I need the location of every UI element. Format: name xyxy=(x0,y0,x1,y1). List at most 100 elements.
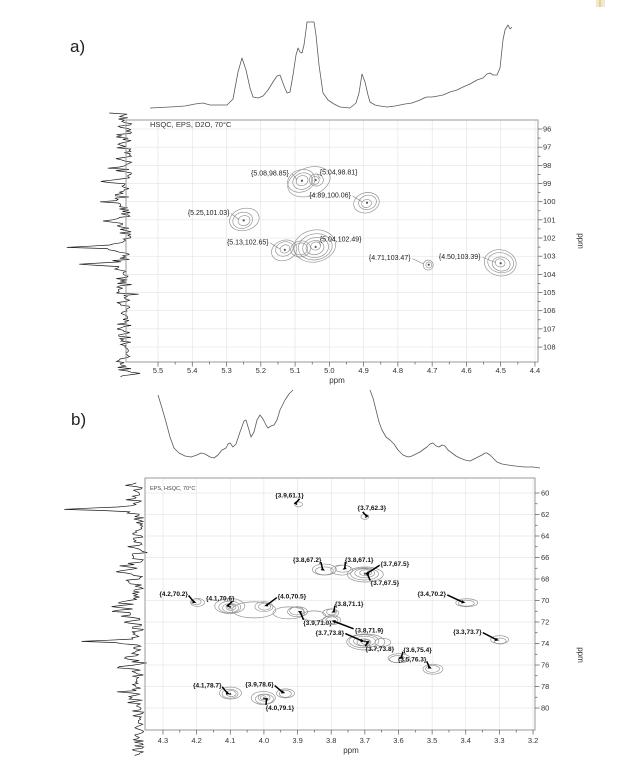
y-tick-label: 70 xyxy=(541,596,549,605)
peak-pointer xyxy=(187,594,195,603)
peak-contour xyxy=(218,600,242,614)
peak-contour xyxy=(287,166,331,198)
peak-pointer xyxy=(318,240,321,246)
peak-contour xyxy=(279,244,291,254)
peak-center-dot xyxy=(229,692,232,696)
panel-a-projection-traces xyxy=(66,21,513,378)
y-tick-label: 78 xyxy=(541,682,549,691)
panel-a-title: HSQC, EPS, D2O, 70°C xyxy=(150,120,232,129)
peak-contour xyxy=(290,240,311,258)
x-tick-label: 3.9 xyxy=(292,736,302,745)
x-tick-label: 4.3 xyxy=(158,736,168,745)
y-tick-label: 101 xyxy=(543,215,556,224)
panel-a-y-axis-unit: ppm xyxy=(576,233,585,249)
peak-contour xyxy=(310,241,322,251)
plot-border xyxy=(125,119,539,363)
peak: {3.8,71.9} xyxy=(322,615,384,634)
x-tick-label: 5.5 xyxy=(153,366,163,375)
peak: {4.89,100.06} xyxy=(309,192,380,214)
x-tick-label: 5.0 xyxy=(324,366,334,375)
peak-pointer xyxy=(345,632,363,642)
x-tick-label: 3.3 xyxy=(494,736,504,745)
peak-pointer-arrowhead xyxy=(461,600,466,604)
peak-pointer-arrowhead xyxy=(427,665,432,669)
peak-contour xyxy=(279,689,292,698)
peak-contour xyxy=(353,192,380,214)
peak: {3.5,76.3} xyxy=(398,657,444,675)
peak-contour xyxy=(346,566,384,583)
peak: {3.7,67.5} xyxy=(346,561,410,583)
peak-contour xyxy=(305,240,325,256)
peak-contour xyxy=(425,261,433,269)
x-tick-label: 3.6 xyxy=(393,736,403,745)
peak-contour xyxy=(275,241,294,257)
peak-label: {3.8,67.1} xyxy=(345,557,374,564)
peak-contour xyxy=(374,638,392,647)
y-tick-label: 100 xyxy=(543,197,556,206)
peak-contour xyxy=(491,256,511,272)
peak-contour xyxy=(259,695,267,700)
peak-contour xyxy=(293,229,336,263)
peak-pointer-arrowhead xyxy=(360,638,365,643)
x-tick-label: 4.2 xyxy=(191,736,201,745)
peak-pointer-arrowhead xyxy=(365,514,369,519)
panel-b-title: EPS, HSQC, 70°C xyxy=(150,486,195,492)
y-tick-label: 102 xyxy=(543,234,556,243)
peak: {3.8,67.1} xyxy=(330,557,374,576)
peak-pointer-arrowhead xyxy=(264,603,269,607)
peak-contour xyxy=(232,211,253,229)
peak: {4.2,70.2} xyxy=(159,591,205,607)
peak-center-dot xyxy=(365,201,369,204)
peak-label: {5.04,102.49} xyxy=(320,236,362,243)
peak-center-dot xyxy=(300,179,304,182)
peak-contour xyxy=(298,233,333,261)
peak-center-dot xyxy=(229,605,232,609)
peak-contour xyxy=(322,615,342,625)
peak: {3.6,75.4} xyxy=(387,647,432,664)
x-tick-label: 5.2 xyxy=(256,366,266,375)
peak-contour xyxy=(490,635,509,644)
x-tick-label: 4.8 xyxy=(393,366,403,375)
peak-label: {4.0,70.5} xyxy=(278,593,307,600)
y-tick-label: 99 xyxy=(543,179,551,188)
x-tick-label: 4.4 xyxy=(530,366,540,375)
peak: {4.0,79.1} xyxy=(250,691,295,712)
peak-contour xyxy=(425,665,440,673)
peak-label: {4.89,100.06} xyxy=(309,192,351,199)
peak-pointer-arrowhead xyxy=(281,690,286,694)
peak-pointer xyxy=(292,173,298,181)
y-tick-label: 98 xyxy=(543,161,551,170)
y-tick-label: 60 xyxy=(541,489,549,498)
x-tick-label: 3.4 xyxy=(461,736,471,745)
y-tick-label: 108 xyxy=(543,343,556,352)
peak-pointer-arrowhead xyxy=(365,641,370,645)
peak-label: {5.13,102.65} xyxy=(227,239,269,246)
peak-contour xyxy=(361,199,372,208)
peak-center-dot xyxy=(499,262,502,265)
panel-a: a) 5.5 5.4 5.3 5.2 5.1 5.0 4.9 4.8 4.7 4.6 4.5 4.4 9… xyxy=(66,21,585,385)
peak-label: {3.8,71.9} xyxy=(355,627,384,634)
peak-pointer-arrowhead xyxy=(342,566,347,570)
peak-contour xyxy=(276,688,295,699)
panel-b-x-axis-unit: ppm xyxy=(343,746,359,755)
peak-pointer-arrowhead xyxy=(331,620,336,624)
y-tick-label: 80 xyxy=(541,704,549,713)
peak-contour xyxy=(302,237,329,258)
y-tick-label: 103 xyxy=(543,252,556,261)
peak-contour xyxy=(229,207,260,232)
panel-a-tag: a) xyxy=(70,37,85,56)
peak: {3.9,61.1} xyxy=(275,492,304,508)
peak-center-dot xyxy=(314,245,317,249)
x-tick-label: 5.1 xyxy=(290,366,300,375)
peak-pointer xyxy=(230,213,239,220)
peak-pointer-arrowhead xyxy=(264,698,269,702)
peak-contour xyxy=(330,564,354,576)
peak-label: {3.9,78.6} xyxy=(245,681,274,688)
peak-label: {5.04,98.81} xyxy=(320,170,358,177)
x-tick-label: 4.1 xyxy=(225,736,235,745)
peak-label: {3.8,67.2} xyxy=(293,557,322,564)
y-tick-label: 62 xyxy=(541,510,549,519)
peak-contour xyxy=(346,633,386,651)
top-projection-trace xyxy=(149,21,513,109)
